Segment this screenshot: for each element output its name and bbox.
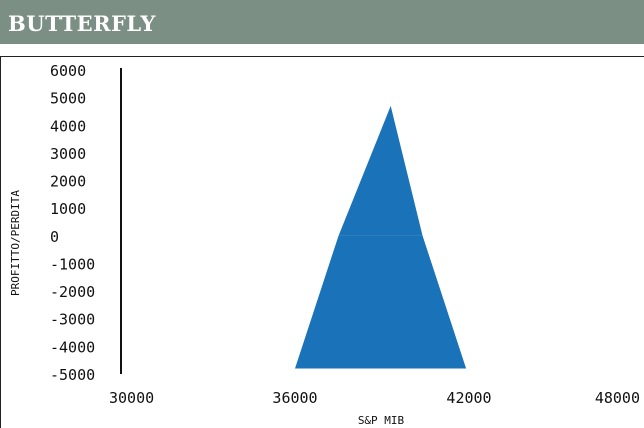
y-tick-label: -2000 <box>50 283 95 301</box>
y-tick-label: 2000 <box>50 173 86 191</box>
y-tick-label: 4000 <box>50 117 86 135</box>
x-axis-title: S&P MIB <box>358 414 405 427</box>
y-tick-label: 5000 <box>50 90 86 108</box>
x-tick-label: 48000 <box>595 389 640 407</box>
chart-box <box>0 56 644 428</box>
x-tick-label: 42000 <box>446 389 491 407</box>
profit-region <box>121 105 643 236</box>
y-tick-label: -4000 <box>50 338 95 356</box>
loss-region <box>121 235 643 369</box>
x-tick-label: 36000 <box>272 389 317 407</box>
y-tick-label: 1000 <box>50 200 86 218</box>
x-tick-label: 30000 <box>109 389 154 407</box>
chart-header: BUTTERFLY <box>0 0 644 46</box>
y-tick-label: 6000 <box>50 62 86 80</box>
y-tick-label: -5000 <box>50 366 95 384</box>
y-tick-label: 3000 <box>50 145 86 163</box>
y-tick-label: 0 <box>50 228 59 246</box>
y-axis-title: PROFITTO/PERDITA <box>9 190 22 296</box>
y-tick-label: -1000 <box>50 255 95 273</box>
chart-title: BUTTERFLY <box>8 11 156 36</box>
y-tick-label: -3000 <box>50 311 95 329</box>
